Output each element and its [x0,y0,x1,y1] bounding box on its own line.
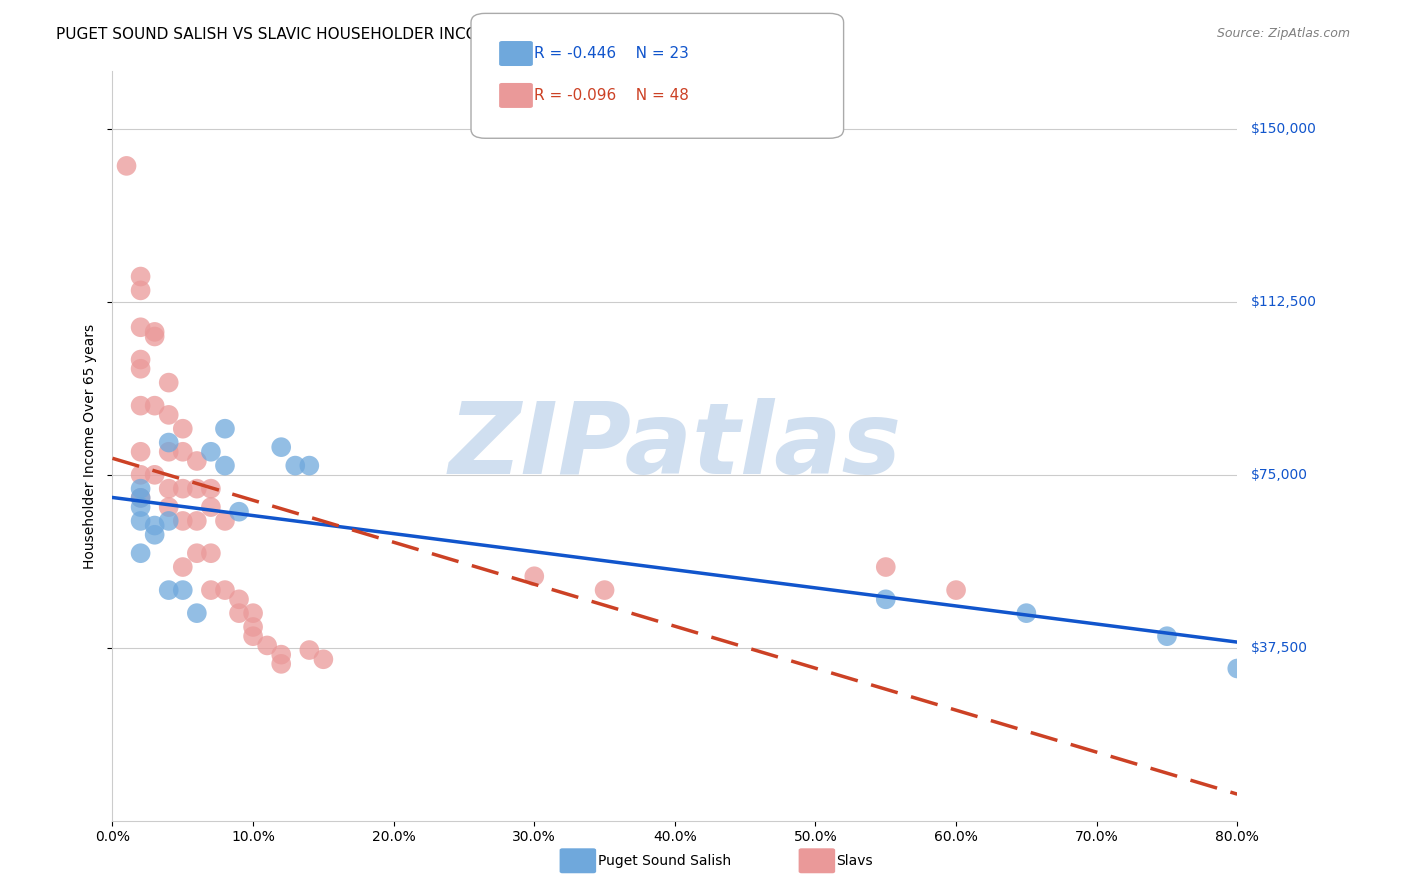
Point [115,159,138,173]
Point [143,467,166,482]
Point [593,583,616,598]
Point [1226,661,1249,675]
Point [256,639,278,653]
Point [172,422,194,436]
Point [200,482,222,496]
Point [129,546,152,560]
Point [157,408,180,422]
Point [228,592,250,607]
Point [298,458,321,473]
Point [172,482,194,496]
Point [200,500,222,514]
Point [143,518,166,533]
Point [129,491,152,505]
Point [945,583,967,598]
Point [157,500,180,514]
Text: Source: ZipAtlas.com: Source: ZipAtlas.com [1216,27,1350,40]
Point [875,560,897,574]
Point [284,458,307,473]
Point [129,361,152,376]
Point [214,458,236,473]
Text: $37,500: $37,500 [1251,640,1308,655]
Point [214,514,236,528]
Point [242,629,264,643]
Text: Slavs: Slavs [837,854,873,868]
Point [186,482,208,496]
Point [200,583,222,598]
Point [270,648,292,662]
Text: R = -0.446    N = 23: R = -0.446 N = 23 [534,46,689,61]
Point [129,467,152,482]
Point [129,444,152,458]
Point [270,657,292,671]
Point [1015,606,1038,620]
Text: $112,500: $112,500 [1251,295,1317,309]
Point [157,514,180,528]
Text: $150,000: $150,000 [1251,122,1317,136]
Point [129,399,152,413]
Point [129,514,152,528]
Point [186,606,208,620]
Point [228,505,250,519]
Point [143,399,166,413]
Point [312,652,335,666]
Point [129,284,152,298]
Text: PUGET SOUND SALISH VS SLAVIC HOUSEHOLDER INCOME OVER 65 YEARS CORRELATION CHART: PUGET SOUND SALISH VS SLAVIC HOUSEHOLDER… [56,27,797,42]
Y-axis label: Householder Income Over 65 years: Householder Income Over 65 years [83,324,97,568]
Point [129,269,152,284]
Point [214,583,236,598]
Point [228,606,250,620]
Point [1156,629,1178,643]
Point [172,560,194,574]
Point [242,620,264,634]
Point [129,320,152,334]
Point [200,546,222,560]
Point [172,514,194,528]
Point [200,444,222,458]
Text: ZIPatlas: ZIPatlas [449,398,901,494]
Point [129,491,152,505]
Point [523,569,546,583]
Point [157,376,180,390]
Point [172,583,194,598]
Point [157,435,180,450]
Point [214,422,236,436]
Point [143,325,166,339]
Point [157,583,180,598]
Point [143,329,166,343]
Point [129,352,152,367]
Point [186,514,208,528]
Text: R = -0.096    N = 48: R = -0.096 N = 48 [534,88,689,103]
Point [186,454,208,468]
Text: Puget Sound Salish: Puget Sound Salish [598,854,731,868]
Point [172,444,194,458]
Text: $75,000: $75,000 [1251,467,1308,482]
Point [186,546,208,560]
Point [298,643,321,657]
Point [143,528,166,542]
Point [157,444,180,458]
Point [157,482,180,496]
Point [129,500,152,514]
Point [875,592,897,607]
Point [270,440,292,454]
Point [129,482,152,496]
Point [242,606,264,620]
